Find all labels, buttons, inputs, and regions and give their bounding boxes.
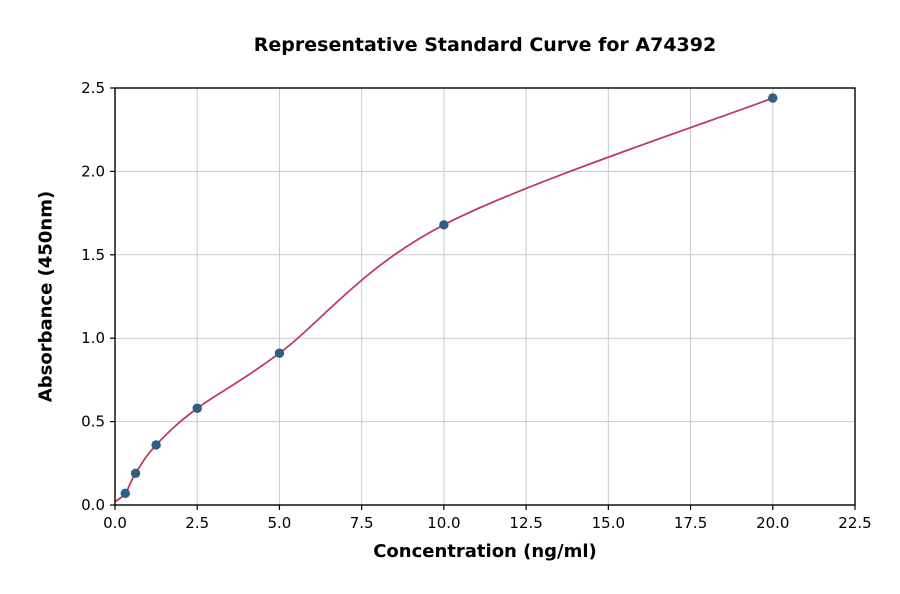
data-point [274,348,285,358]
x-tick-label: 15.0 [592,514,625,532]
y-tick-label: 0.0 [81,496,105,514]
y-tick-label: 2.0 [81,162,105,180]
data-point [130,468,141,479]
y-tick-label: 1.0 [81,329,105,347]
chart-title: Representative Standard Curve for A74392 [253,34,717,56]
x-tick-label: 5.0 [268,514,292,532]
data-point [439,220,449,230]
x-axis-label: Concentration (ng/ml) [373,541,597,562]
data-point [192,403,202,413]
fit-curve [114,97,774,503]
x-tick-label: 10.0 [427,514,460,532]
data-point [120,488,130,499]
x-tick-label: 17.5 [674,514,707,532]
data-point [768,93,778,103]
x-tick-label: 0.0 [103,514,127,532]
y-tick-label: 2.5 [81,79,105,97]
y-tick-label: 1.5 [81,246,105,264]
x-tick-label: 20.0 [756,514,789,532]
x-tick-label: 22.5 [838,514,871,532]
y-tick-label: 0.5 [81,413,105,431]
x-tick-label: 7.5 [350,514,374,532]
x-tick-label: 2.5 [185,514,209,532]
data-point [151,440,161,450]
x-tick-label: 12.5 [509,514,542,532]
axis-border [114,87,856,506]
